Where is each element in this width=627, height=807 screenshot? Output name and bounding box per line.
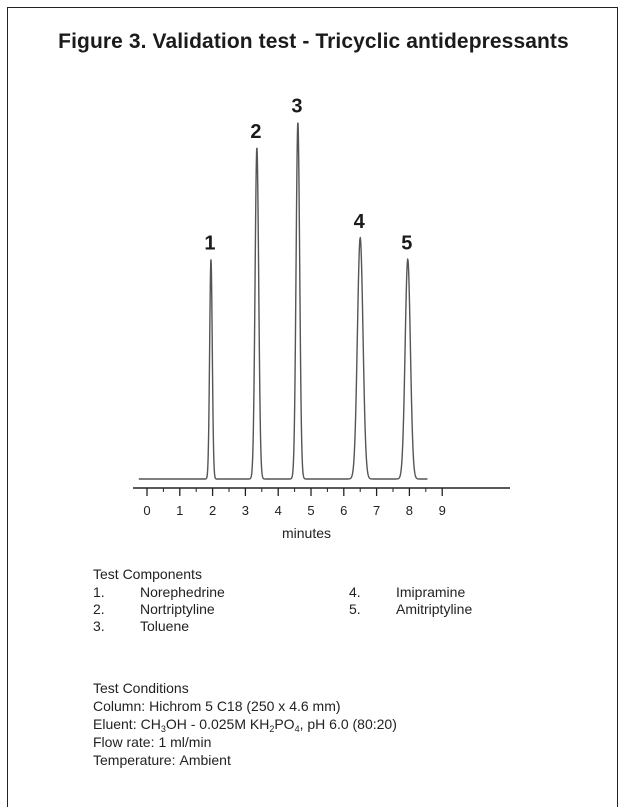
component-number: 1.	[93, 584, 105, 600]
condition-label: Column:	[93, 698, 146, 714]
component-number: 2.	[93, 601, 105, 617]
x-tick-label: 8	[406, 503, 413, 518]
x-tick-label: 4	[275, 503, 282, 518]
eluent-subscript: 3	[160, 724, 166, 734]
peak-label: 3	[291, 96, 302, 118]
component-name: Toluene	[140, 618, 190, 634]
conditions-title: Test Conditions	[93, 680, 189, 696]
condition-value: Ambient	[179, 752, 231, 768]
component-number: 4.	[349, 584, 361, 600]
condition-label: Flow rate:	[93, 734, 155, 750]
condition-value: 1 ml/min	[158, 734, 212, 750]
condition-column: Column: Hichrom 5 C18 (250 x 4.6 mm)	[93, 698, 341, 714]
peak-label: 1	[204, 232, 215, 254]
peak-label: 5	[401, 232, 412, 254]
component-number: 5.	[349, 601, 361, 617]
x-tick-label: 7	[373, 503, 380, 518]
component-name: Imipramine	[396, 584, 466, 600]
x-tick-label: 3	[242, 503, 249, 518]
peak-label: 4	[354, 211, 366, 233]
condition-label: Eluent:	[93, 716, 137, 732]
x-tick-label: 2	[209, 503, 216, 518]
component-name: Nortriptyline	[140, 601, 215, 617]
condition-eluent: Eluent: CH3OH - 0.025M KH2PO4, pH 6.0 (80…	[93, 716, 397, 734]
peak-label: 2	[250, 121, 261, 143]
eluent-subscript: 4	[294, 724, 300, 734]
components-title: Test Components	[93, 566, 202, 582]
figure-frame	[7, 7, 618, 807]
eluent-subscript: 2	[269, 724, 275, 734]
eluent-part: OH - 0.025M KH	[165, 716, 270, 732]
component-name: Amitriptyline	[396, 601, 473, 617]
condition-label: Temperature:	[93, 752, 176, 768]
figure-title: Figure 3. Validation test - Tricyclic an…	[58, 30, 569, 53]
eluent-part: CH	[140, 716, 161, 732]
component-name: Norephedrine	[140, 584, 225, 600]
chromatogram-chart: 0 1 2 3 4 5 6 7 8 9 1 2 3 4 5	[133, 96, 510, 518]
condition-temperature: Temperature: Ambient	[93, 752, 231, 768]
chromatogram-trace	[138, 122, 428, 480]
x-tick-label: 9	[439, 503, 446, 518]
x-tick-label: 0	[143, 503, 150, 518]
x-tick-label: 5	[307, 503, 314, 518]
eluent-part: PO	[274, 716, 295, 732]
x-tick-label: 6	[340, 503, 347, 518]
x-tick-label: 1	[176, 503, 183, 518]
eluent-part: , pH 6.0 (80:20)	[299, 716, 397, 732]
condition-value: Hichrom 5 C18 (250 x 4.6 mm)	[149, 698, 341, 714]
component-number: 3.	[93, 618, 105, 634]
condition-flow-rate: Flow rate: 1 ml/min	[93, 734, 211, 750]
x-axis-label: minutes	[282, 525, 332, 541]
